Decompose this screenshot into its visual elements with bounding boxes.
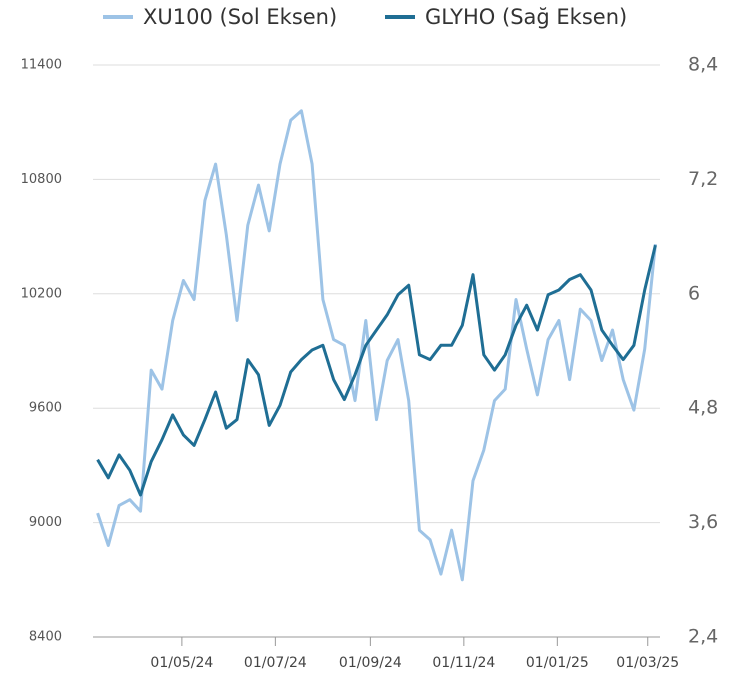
x-tick-label: 01/01/25 (526, 655, 589, 671)
y2-tick-label: 4,8 (688, 397, 718, 419)
x-tick-label: 01/07/24 (244, 655, 307, 671)
y2-tick-label: 7,2 (688, 168, 718, 190)
y-tick-label: 8400 (29, 630, 62, 645)
x-tick-label: 01/03/25 (616, 655, 679, 671)
y-tick-label: 10800 (21, 172, 62, 187)
y2-tick-label: 3,6 (688, 511, 718, 533)
y2-tick-label: 6 (688, 282, 700, 304)
x-tick-label: 01/11/24 (432, 655, 495, 671)
series-line (96, 244, 657, 497)
y2-tick-label: 2,4 (688, 626, 718, 648)
x-tick-label: 01/09/24 (339, 655, 402, 671)
series-line (96, 109, 657, 582)
x-tick-label: 01/05/24 (150, 655, 213, 671)
y-tick-label: 10200 (21, 286, 62, 301)
legend-label: XU100 (Sol Eksen) (143, 5, 337, 29)
y-tick-label: 9600 (29, 401, 62, 416)
y-tick-label: 9000 (29, 515, 62, 530)
legend-label: GLYHO (Sağ Eksen) (425, 5, 627, 29)
y2-tick-label: 8,4 (688, 54, 718, 76)
y-tick-label: 11400 (21, 58, 62, 73)
